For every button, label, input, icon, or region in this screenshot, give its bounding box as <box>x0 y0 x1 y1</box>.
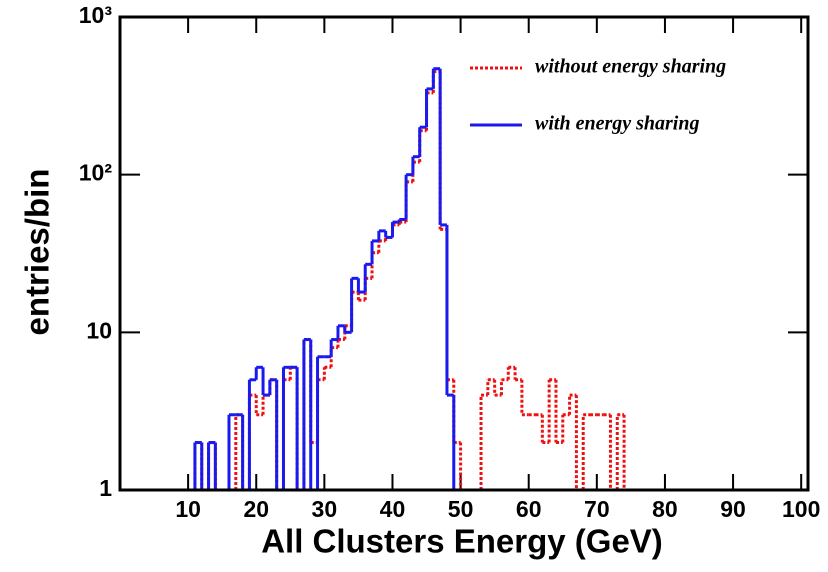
x-axis-title: All Clusters Energy (GeV) <box>261 523 663 560</box>
y-tick-label: 1 <box>99 475 112 501</box>
y-tick-label: 10² <box>79 160 113 186</box>
legend-label: without energy sharing <box>535 56 726 78</box>
x-tick-label: 10 <box>175 496 201 522</box>
x-tick-label: 100 <box>782 496 820 522</box>
x-tick-label: 40 <box>380 496 406 522</box>
legend-label: with energy sharing <box>535 113 699 135</box>
x-tick-label: 20 <box>243 496 269 522</box>
plot-frame <box>118 15 810 492</box>
x-tick-label: 70 <box>584 496 610 522</box>
y-tick-label: 10³ <box>79 2 113 28</box>
x-tick-label: 30 <box>312 496 338 522</box>
y-axis-title: entries/bin <box>19 169 56 336</box>
x-tick-label: 50 <box>448 496 474 522</box>
x-tick-label: 80 <box>652 496 678 522</box>
x-tick-label: 60 <box>516 496 542 522</box>
y-tick-label: 10 <box>86 317 112 343</box>
x-tick-label: 90 <box>720 496 746 522</box>
